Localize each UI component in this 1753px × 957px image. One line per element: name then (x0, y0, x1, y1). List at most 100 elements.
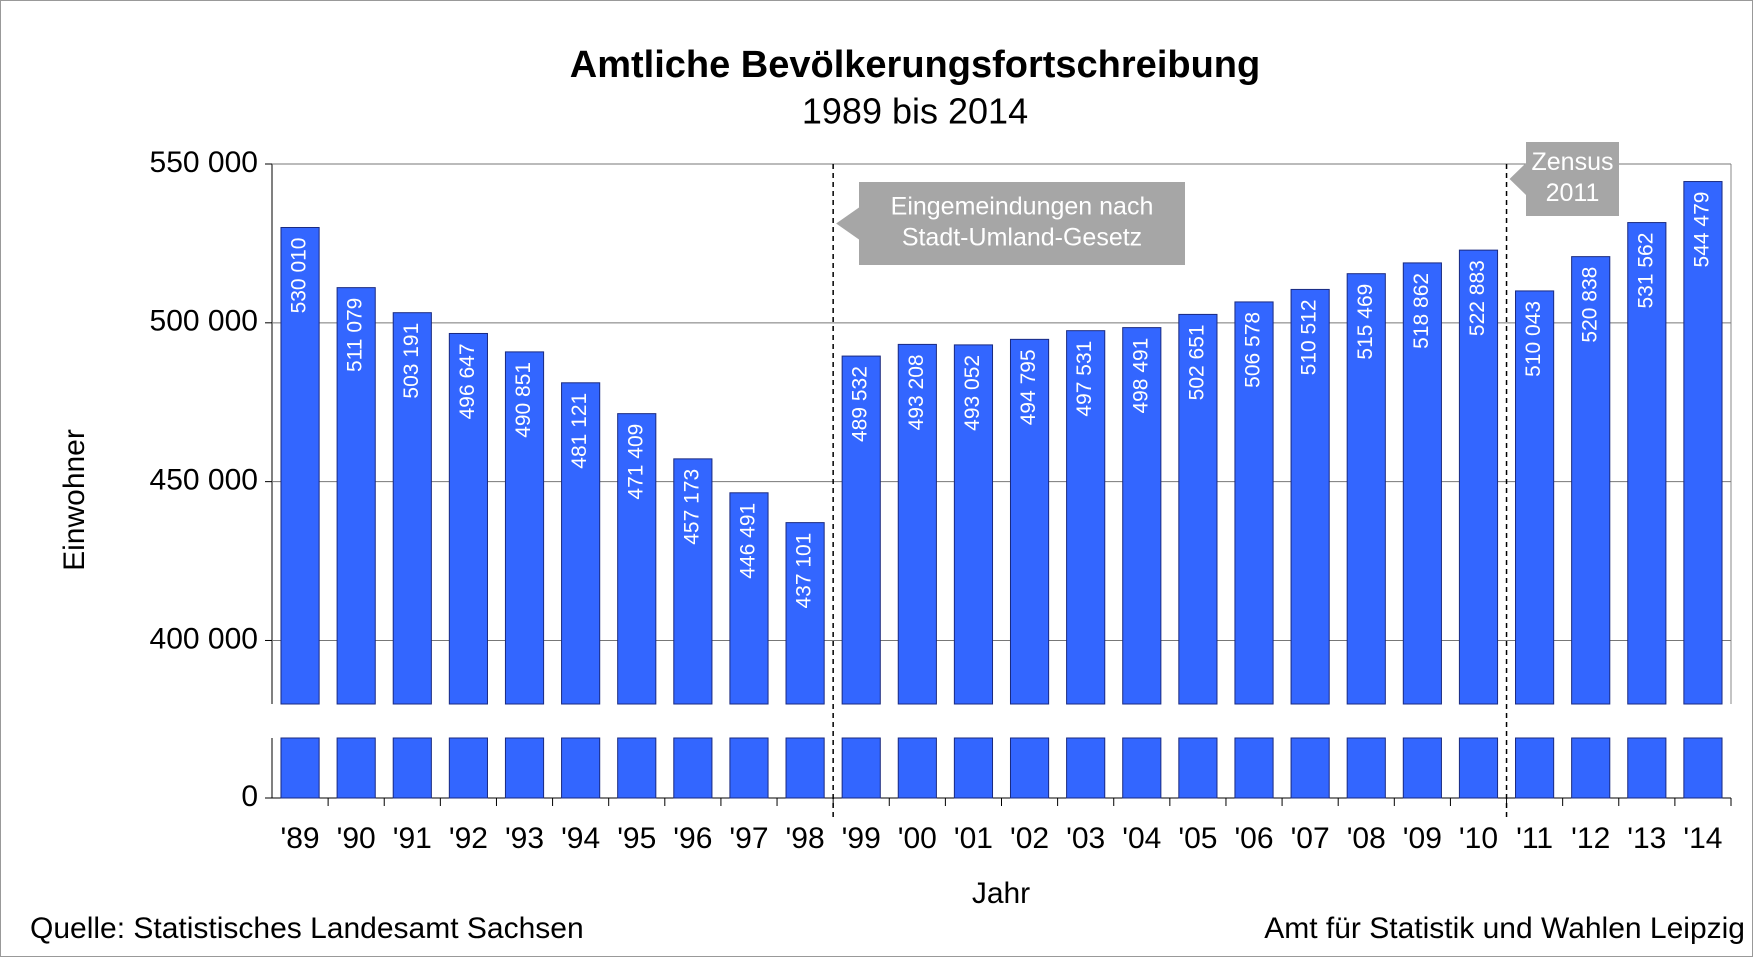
x-tick-label: '89 (281, 822, 320, 855)
source: Quelle: Statistisches Landesamt Sachsen (30, 912, 584, 945)
x-axis-label: Jahr (972, 877, 1030, 910)
bar-upper (1402, 262, 1442, 705)
x-tick-label: '92 (449, 822, 488, 855)
bar-upper (953, 344, 994, 705)
x-tick-label: '02 (1010, 822, 1049, 855)
bar-lower (617, 737, 657, 799)
bar-lower (1458, 737, 1499, 799)
value-label: 502 651 (1185, 324, 1208, 400)
value-label: 493 052 (961, 355, 984, 431)
bar-lower (1571, 737, 1611, 799)
x-tick-label: '10 (1459, 822, 1498, 855)
bar (1346, 273, 1386, 799)
bar-lower (785, 737, 825, 799)
bar (336, 287, 376, 799)
x-tick-label: '91 (393, 822, 432, 855)
annotation-text: Zensus (1532, 148, 1614, 176)
value-label: 531 562 (1634, 233, 1657, 309)
bar (841, 355, 881, 799)
bar-upper (448, 332, 488, 705)
bar-upper (841, 355, 881, 705)
y-tick-label: 450 000 (150, 464, 258, 497)
bar-lower (1627, 737, 1667, 799)
bar-upper (729, 492, 769, 705)
bar-upper (897, 343, 937, 705)
bar-lower (953, 737, 994, 799)
bar-upper (504, 351, 545, 705)
bar (1290, 288, 1330, 799)
chart-subtitle: 1989 bis 2014 (802, 91, 1028, 132)
bar-upper (1290, 288, 1330, 705)
bar (1458, 249, 1499, 799)
value-label: 489 532 (849, 366, 872, 442)
bar (561, 382, 601, 799)
bar-lower (336, 737, 376, 799)
bar-lower (841, 737, 881, 799)
bar (1402, 262, 1442, 799)
bar (729, 492, 769, 799)
bar-upper (1571, 256, 1611, 705)
bar (280, 226, 320, 799)
bar (1571, 256, 1611, 799)
bar-upper (1066, 330, 1106, 705)
bar-upper (392, 312, 432, 705)
annotation-text: Stadt-Umland-Gesetz (902, 224, 1142, 252)
bar (1234, 301, 1274, 799)
value-label: 522 883 (1466, 260, 1489, 336)
value-label: 446 491 (737, 503, 760, 579)
value-label: 457 173 (680, 469, 703, 545)
x-tick-label: '96 (673, 822, 712, 855)
bar-upper (785, 522, 825, 705)
value-label: 494 795 (1017, 349, 1040, 425)
value-label: 544 479 (1690, 192, 1713, 268)
bar-lower (1234, 737, 1274, 799)
x-tick-label: '14 (1683, 822, 1722, 855)
x-tick-label: '90 (337, 822, 376, 855)
x-tick-label: '98 (786, 822, 825, 855)
bar (897, 343, 937, 799)
bar-upper (280, 226, 320, 705)
value-label: 515 469 (1354, 284, 1377, 360)
bar (1515, 290, 1555, 799)
x-tick-label: '04 (1122, 822, 1161, 855)
x-tick-label: '99 (842, 822, 881, 855)
bar-upper (617, 413, 657, 705)
value-label: 498 491 (1129, 338, 1152, 414)
bar-lower (561, 737, 601, 799)
bar-lower (673, 737, 713, 799)
credit: Amt für Statistik und Wahlen Leipzig (1264, 912, 1745, 945)
value-label: 496 647 (456, 343, 479, 419)
x-tick-label: '13 (1627, 822, 1666, 855)
bar-lower (1346, 737, 1386, 799)
bar (1122, 327, 1162, 799)
x-tick-label: '95 (617, 822, 656, 855)
bar (1627, 222, 1667, 799)
bar (1009, 338, 1050, 799)
bar-lower (1009, 737, 1050, 799)
y-tick-label: 500 000 (150, 305, 258, 338)
bar-lower (504, 737, 545, 799)
bar (1066, 330, 1106, 799)
x-tick-label: '97 (729, 822, 768, 855)
x-tick-label: '09 (1403, 822, 1442, 855)
bar-lower (1515, 737, 1555, 799)
bar-upper (1009, 338, 1050, 705)
x-tick-label: '01 (954, 822, 993, 855)
bar (1683, 181, 1723, 799)
x-tick-label: '12 (1571, 822, 1610, 855)
bar-upper (1346, 273, 1386, 705)
chart-title: Amtliche Bevölkerungsfortschreibung (570, 44, 1260, 86)
x-tick-label: '93 (505, 822, 544, 855)
bar-upper (336, 287, 376, 705)
bar-lower (448, 737, 488, 799)
bar (448, 332, 488, 799)
value-label: 506 578 (1242, 312, 1265, 388)
bar-lower (1402, 737, 1442, 799)
bar-lower (729, 737, 769, 799)
bar-lower (1290, 737, 1330, 799)
bar-lower (1178, 737, 1218, 799)
bar (953, 344, 994, 799)
annotation-text: Eingemeindungen nach (891, 193, 1154, 221)
value-label: 493 208 (905, 354, 928, 430)
